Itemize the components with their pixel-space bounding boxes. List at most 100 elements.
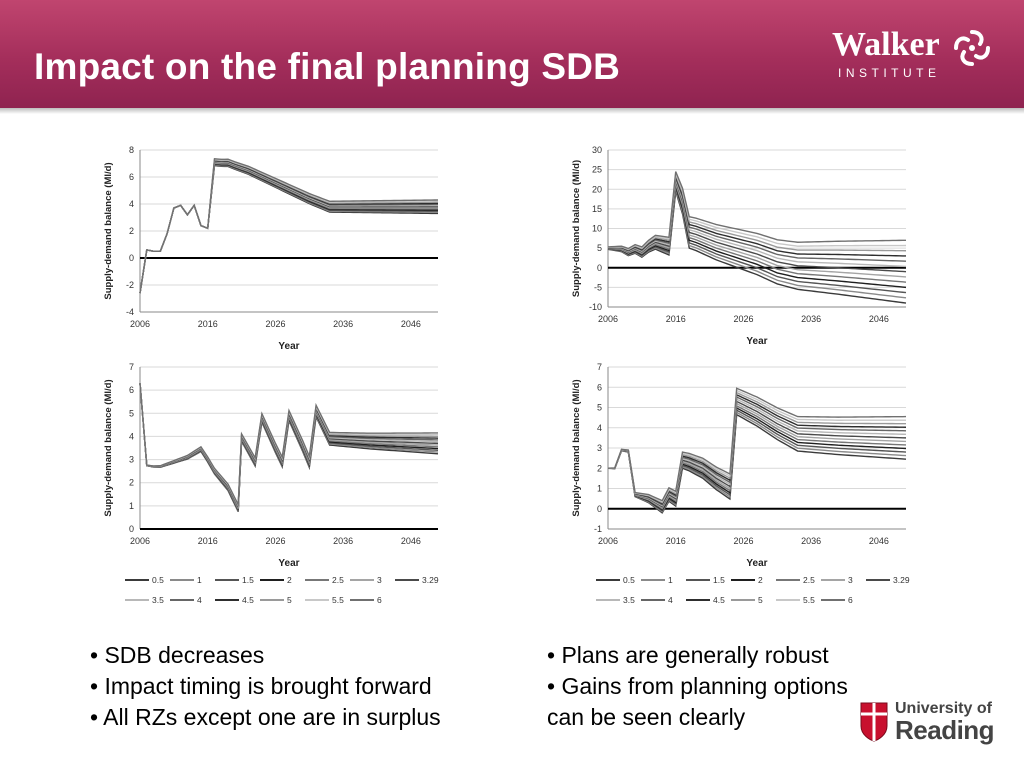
x-tick-label: 2006 <box>598 536 618 546</box>
y-tick-label: 6 <box>129 385 134 395</box>
x-tick-label: 2026 <box>265 536 285 546</box>
y-tick-label: 7 <box>129 362 134 372</box>
series-line <box>607 182 907 278</box>
legend-label: 5 <box>287 595 292 605</box>
series-line <box>607 184 907 283</box>
title-banner <box>0 0 1024 108</box>
legend-label: 3.5 <box>152 595 164 605</box>
chart-bottom-left: 0 1 2 3 4 5 6 7 2006 2016 2026 2036 2046 Year Supply-d… <box>103 362 439 569</box>
y-tick-label: 2 <box>597 463 602 473</box>
x-tick-label: 2046 <box>869 536 889 546</box>
legend-label: 3.5 <box>623 595 635 605</box>
y-tick-label: 4 <box>129 199 134 209</box>
x-tick-label: 2036 <box>333 319 353 329</box>
series-line <box>607 393 907 505</box>
x-tick-label: 2046 <box>401 319 421 329</box>
legend-label: 6 <box>848 595 853 605</box>
series-line <box>607 177 907 262</box>
legend-label: 0.5 <box>623 575 635 585</box>
bullet-item: • All RZs except one are in surplus <box>90 704 441 730</box>
x-tick-label: 2016 <box>198 536 218 546</box>
reading-logo-line2: Reading <box>895 715 995 745</box>
reading-crest-icon <box>860 702 888 742</box>
series-line <box>139 383 439 511</box>
y-tick-label: -2 <box>126 280 134 290</box>
x-tick-label: 2046 <box>869 314 889 324</box>
x-axis-title: Year <box>278 558 299 569</box>
y-tick-label: 10 <box>592 224 602 234</box>
legend-left: 0.5 1 1.5 2 2.5 3 3.29 3.5 4 4.5 5 5.5 6 <box>125 575 439 605</box>
x-tick-label: 2026 <box>733 536 753 546</box>
y-tick-label: 2 <box>129 478 134 488</box>
bullet-item: • SDB decreases <box>90 642 265 668</box>
series-line <box>607 171 907 250</box>
series-line <box>607 398 907 507</box>
x-tick-label: 2016 <box>666 314 686 324</box>
y-tick-label: 4 <box>129 431 134 441</box>
chart-top-right: -10 -5 0 5 10 15 20 25 30 2006 2016 2026 2036 2046 Yea… <box>571 145 907 347</box>
legend-label: 4.5 <box>242 595 254 605</box>
y-tick-label: 1 <box>129 501 134 511</box>
series-line <box>607 402 907 509</box>
legend-label: 2.5 <box>803 575 815 585</box>
series-line <box>139 161 438 294</box>
x-tick-label: 2006 <box>130 536 150 546</box>
chart-bottom-right: -1 0 1 2 3 4 5 6 7 2006 2016 2026 2036 2046 Year Supply… <box>571 362 907 569</box>
y-axis-title: Supply-demand balance (Ml/d) <box>103 162 114 299</box>
series-line <box>139 159 439 294</box>
bullet-item: • Plans are generally robust <box>547 642 829 668</box>
series-line <box>139 161 438 294</box>
y-tick-label: 0 <box>597 263 602 273</box>
series-line <box>608 176 907 257</box>
y-axis-title: Supply-demand balance (Ml/d) <box>103 379 114 516</box>
y-axis-title: Supply-demand balance (Ml/d) <box>571 379 582 516</box>
x-tick-label: 2036 <box>333 536 353 546</box>
series-line <box>139 160 438 294</box>
y-axis-title: Supply-demand balance (Ml/d) <box>571 160 582 297</box>
legend-label: 2 <box>287 575 292 585</box>
series-line <box>139 160 439 294</box>
series-line <box>607 172 907 250</box>
y-tick-label: 6 <box>129 172 134 182</box>
y-tick-label: 0 <box>129 524 134 534</box>
series-line <box>607 391 907 504</box>
legend-label: 4.5 <box>713 595 725 605</box>
series-line <box>607 179 907 268</box>
legend-label: 3.29 <box>893 575 910 585</box>
legend-label: 1 <box>197 575 202 585</box>
y-tick-label: 4 <box>597 423 602 433</box>
walker-logo-subtitle: INSTITUTE <box>838 66 941 80</box>
legend-label: 2.5 <box>332 575 344 585</box>
walker-institute-logo: Walker INSTITUTE <box>832 22 1002 86</box>
legend-label: 3 <box>377 575 382 585</box>
legend-label: 3.29 <box>422 575 439 585</box>
bullet-list-right: • Plans are generally robust • Gains fro… <box>547 640 848 733</box>
legend-label: 1.5 <box>713 575 725 585</box>
walker-swirl-icon <box>954 30 990 66</box>
legend-label: 0.5 <box>152 575 164 585</box>
bullet-list-left: • SDB decreases • Impact timing is broug… <box>90 640 441 733</box>
legend-label: 5.5 <box>332 595 344 605</box>
x-tick-label: 2016 <box>666 536 686 546</box>
series-line <box>607 409 907 512</box>
y-tick-label: 5 <box>597 243 602 253</box>
bullet-item: • Impact timing is brought forward <box>90 673 432 699</box>
series-line <box>139 159 439 294</box>
series-line <box>139 163 439 294</box>
y-tick-label: -5 <box>594 282 602 292</box>
legend-label: 2 <box>758 575 763 585</box>
series-line <box>607 395 907 506</box>
y-tick-label: 20 <box>592 184 602 194</box>
bullet-item: can be seen clearly <box>547 704 746 730</box>
reading-logo-line1: University of <box>895 700 992 717</box>
series-line <box>607 389 906 503</box>
legend-label: 6 <box>377 595 382 605</box>
y-tick-label: 15 <box>592 204 602 214</box>
legend-label: 4 <box>668 595 673 605</box>
y-tick-label: 5 <box>597 403 602 413</box>
slide-title: Impact on the final planning SDB <box>34 46 621 87</box>
legend-right: 0.5 1 1.5 2 2.5 3 3.29 3.5 4 4.5 5 5.5 6 <box>596 575 910 605</box>
y-tick-label: 0 <box>597 504 602 514</box>
series-line <box>139 158 439 294</box>
x-tick-label: 2036 <box>801 314 821 324</box>
